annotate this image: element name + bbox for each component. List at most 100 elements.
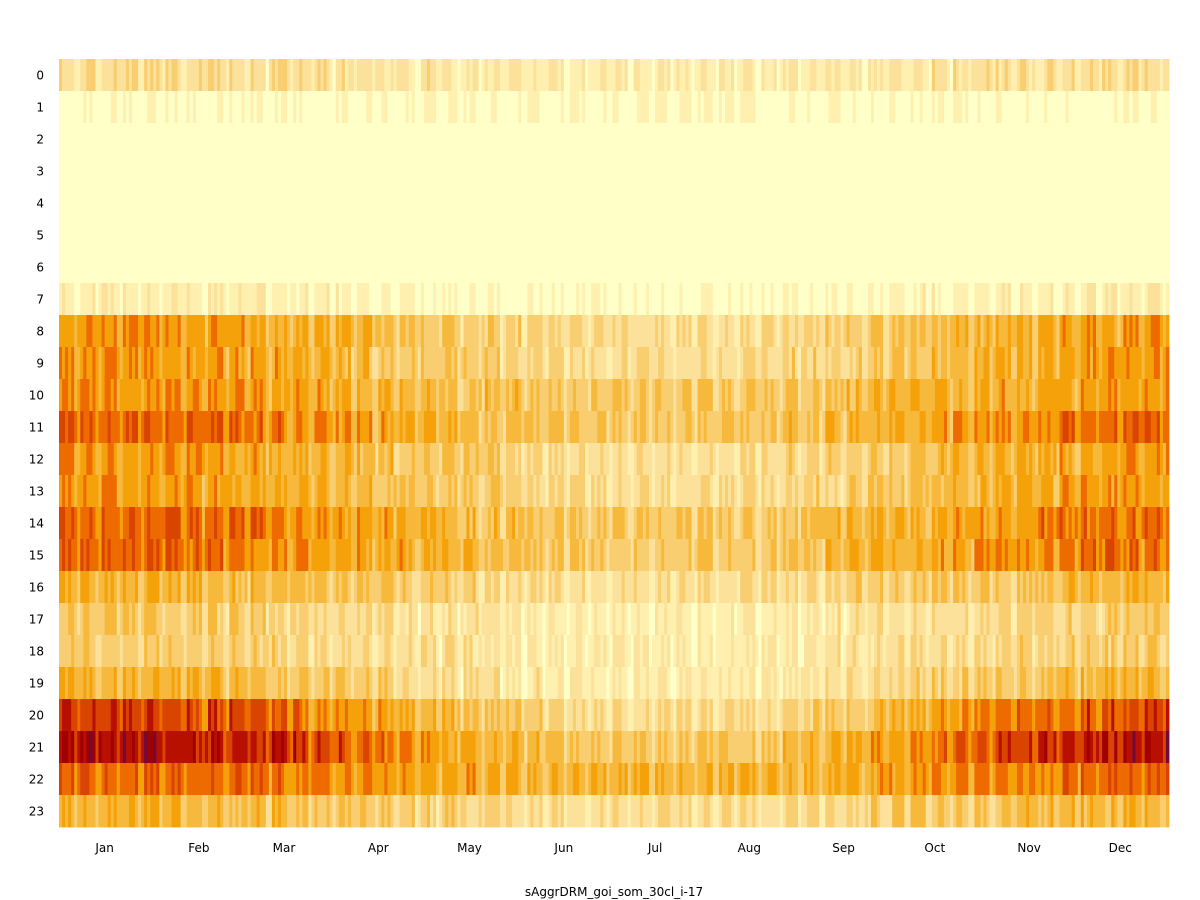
heatmap-cell [405, 347, 410, 380]
heatmap-cell [186, 603, 191, 636]
heatmap-cell [618, 507, 622, 540]
heatmap-cell [633, 731, 638, 764]
heatmap-cell [122, 91, 127, 124]
heatmap-cell [89, 123, 93, 156]
heatmap-cell [387, 379, 391, 412]
heatmap-cell [268, 539, 273, 572]
heatmap-cell [332, 571, 337, 604]
heatmap-cell [579, 187, 583, 220]
heatmap-cell [138, 443, 142, 476]
heatmap-cell [344, 155, 349, 188]
heatmap-cell [399, 59, 404, 92]
heatmap-cell [506, 539, 510, 572]
heatmap-cell [189, 475, 194, 508]
heatmap-cell [62, 795, 66, 828]
heatmap-cell [606, 347, 610, 380]
heatmap-cell [89, 731, 93, 764]
heatmap-cell [481, 539, 486, 572]
heatmap-cell [95, 251, 99, 284]
heatmap-cell [563, 315, 568, 348]
heatmap-cell [95, 283, 99, 316]
heatmap-cell [609, 539, 613, 572]
heatmap-cell [74, 219, 78, 252]
heatmap-cell [131, 507, 136, 540]
heatmap-cell [630, 91, 635, 124]
heatmap-cell [405, 507, 410, 540]
heatmap-cell [454, 699, 458, 732]
heatmap-cell [463, 283, 467, 316]
heatmap-cell [661, 251, 665, 284]
heatmap-cell [314, 603, 318, 636]
heatmap-cell [603, 123, 607, 156]
heatmap-cell [624, 699, 629, 732]
heatmap-cell [208, 443, 212, 476]
heatmap-cell [238, 507, 242, 540]
heatmap-cell [448, 731, 452, 764]
heatmap-cell [618, 187, 622, 220]
heatmap-cell [83, 251, 87, 284]
heatmap-cell [363, 571, 367, 604]
heatmap-cell [387, 571, 391, 604]
heatmap-cell [192, 763, 197, 796]
heatmap-cell [512, 475, 516, 508]
heatmap-cell [417, 251, 422, 284]
heatmap-cell [405, 411, 410, 444]
heatmap-cell [110, 251, 115, 284]
heatmap-cell [496, 283, 501, 316]
heatmap-cell [402, 475, 407, 508]
heatmap-cell [670, 59, 674, 92]
heatmap-cell [493, 155, 498, 188]
heatmap-cell [509, 763, 513, 796]
heatmap-cell [372, 443, 376, 476]
heatmap-cell [244, 91, 248, 124]
heatmap-cell [524, 123, 528, 156]
heatmap-cell [165, 603, 169, 636]
heatmap-cell [144, 379, 148, 412]
heatmap-cell [524, 635, 528, 668]
heatmap-cell [287, 667, 291, 700]
heatmap-cell [423, 283, 428, 316]
heatmap-cell [676, 603, 680, 636]
heatmap-cell [287, 635, 291, 668]
heatmap-cell [658, 699, 662, 732]
heatmap-cell [624, 379, 629, 412]
heatmap-cell [89, 667, 93, 700]
heatmap-cell [378, 347, 382, 380]
heatmap-cell [229, 571, 233, 604]
heatmap-cell [521, 187, 525, 220]
heatmap-cell [89, 59, 93, 92]
heatmap-cell [74, 315, 78, 348]
heatmap-cell [302, 123, 306, 156]
heatmap-cell [153, 91, 157, 124]
heatmap-cell [265, 571, 270, 604]
heatmap-cell [612, 667, 616, 700]
heatmap-cell [402, 731, 407, 764]
heatmap-cell [369, 123, 373, 156]
heatmap-cell [688, 411, 692, 444]
heatmap-cell [679, 699, 683, 732]
heatmap-cell [685, 379, 689, 412]
heatmap-cell [144, 187, 148, 220]
heatmap-cell [536, 251, 540, 284]
heatmap-cell [530, 219, 534, 252]
heatmap-cell [101, 475, 106, 508]
heatmap-cell [375, 699, 379, 732]
heatmap-cell [633, 347, 638, 380]
heatmap-cell [548, 59, 553, 92]
heatmap-cell [274, 443, 279, 476]
heatmap-cell [515, 123, 519, 156]
heatmap-cell [667, 699, 671, 732]
heatmap-cell [68, 187, 72, 220]
heatmap-cell [667, 347, 671, 380]
heatmap-cell [341, 795, 346, 828]
heatmap-cell [329, 379, 334, 412]
heatmap-cell [378, 603, 382, 636]
heatmap-cell [332, 379, 337, 412]
heatmap-cell [347, 507, 352, 540]
heatmap-cell [311, 731, 315, 764]
heatmap-cell [198, 699, 203, 732]
heatmap-cell [341, 699, 346, 732]
heatmap-cell [384, 699, 388, 732]
heatmap-cell [131, 411, 136, 444]
heatmap-cell [165, 507, 169, 540]
